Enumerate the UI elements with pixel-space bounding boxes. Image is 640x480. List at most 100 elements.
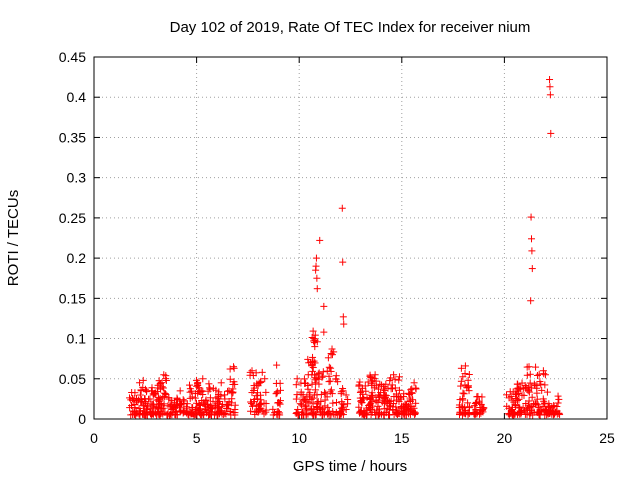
data-point xyxy=(188,403,196,411)
data-point xyxy=(299,397,307,405)
data-point xyxy=(541,411,549,419)
data-point xyxy=(368,381,376,389)
data-point xyxy=(324,403,332,411)
data-point xyxy=(371,371,379,379)
data-point xyxy=(381,393,389,401)
data-point xyxy=(302,410,310,418)
data-point xyxy=(300,375,308,383)
data-point xyxy=(217,379,225,387)
data-point xyxy=(460,390,468,398)
data-point xyxy=(316,236,324,244)
data-point xyxy=(231,401,239,409)
data-point xyxy=(198,397,206,405)
data-point xyxy=(136,407,144,415)
data-point xyxy=(368,389,376,397)
data-point xyxy=(523,405,531,413)
data-point xyxy=(250,395,258,403)
data-point xyxy=(154,410,162,418)
data-point xyxy=(305,399,313,407)
data-point xyxy=(229,381,237,389)
data-point xyxy=(273,361,281,369)
data-point xyxy=(141,398,149,406)
data-point xyxy=(464,382,472,390)
data-point xyxy=(269,405,277,413)
data-point xyxy=(361,382,369,390)
data-point xyxy=(478,393,486,401)
data-point xyxy=(164,402,172,410)
data-point xyxy=(456,410,464,418)
data-point xyxy=(461,370,469,378)
data-point xyxy=(535,370,543,378)
data-point xyxy=(293,375,301,383)
data-point xyxy=(363,409,371,417)
data-point xyxy=(255,401,263,409)
data-point xyxy=(403,401,411,409)
data-point xyxy=(332,375,340,383)
data-point xyxy=(128,389,136,397)
data-point xyxy=(217,392,225,400)
data-point xyxy=(527,235,535,243)
data-point xyxy=(528,393,536,401)
data-point xyxy=(310,406,318,414)
data-point xyxy=(187,409,195,417)
y-tick-label: 0.15 xyxy=(59,290,86,306)
data-point xyxy=(395,373,403,381)
data-point xyxy=(156,394,164,402)
data-point xyxy=(312,254,320,262)
data-point xyxy=(357,387,365,395)
data-point xyxy=(142,388,150,396)
data-point xyxy=(325,372,333,380)
data-point xyxy=(517,409,525,417)
data-point xyxy=(329,410,337,418)
grid-lines xyxy=(94,57,607,419)
data-point xyxy=(139,402,147,410)
data-point xyxy=(255,379,263,387)
data-point xyxy=(338,400,346,408)
data-point xyxy=(148,410,156,418)
data-point xyxy=(524,386,532,394)
data-point xyxy=(260,410,268,418)
data-point xyxy=(457,364,465,372)
data-point xyxy=(325,363,333,371)
data-point xyxy=(257,377,265,385)
data-point xyxy=(311,386,319,394)
data-point xyxy=(247,407,255,415)
data-point xyxy=(154,381,162,389)
data-point xyxy=(132,396,140,404)
data-point xyxy=(538,386,546,394)
data-point xyxy=(155,397,163,405)
data-point xyxy=(260,399,268,407)
data-point xyxy=(336,411,344,419)
data-point xyxy=(205,384,213,392)
y-tick-label: 0.2 xyxy=(67,250,87,266)
data-point xyxy=(323,393,331,401)
data-point xyxy=(533,371,541,379)
y-axis-title: ROTI / TECUs xyxy=(5,190,22,286)
data-point xyxy=(255,406,263,414)
data-point xyxy=(254,395,262,403)
data-point xyxy=(527,407,535,415)
data-point xyxy=(392,390,400,398)
data-point xyxy=(397,404,405,412)
data-point xyxy=(395,386,403,394)
data-point xyxy=(139,376,147,384)
data-point xyxy=(337,388,345,396)
data-point xyxy=(533,389,541,397)
data-point xyxy=(162,376,170,384)
data-point xyxy=(529,411,537,419)
data-point xyxy=(126,404,134,412)
data-point xyxy=(328,351,336,359)
data-point xyxy=(309,327,317,335)
data-point xyxy=(382,398,390,406)
y-tick-label: 0 xyxy=(78,411,86,427)
data-point xyxy=(197,387,205,395)
data-point xyxy=(412,399,420,407)
data-point xyxy=(321,402,329,410)
data-point xyxy=(344,396,352,404)
data-point xyxy=(410,379,418,387)
data-point xyxy=(276,379,284,387)
data-point xyxy=(550,402,558,410)
data-point xyxy=(138,396,146,404)
data-point xyxy=(355,382,363,390)
data-point xyxy=(472,407,480,415)
